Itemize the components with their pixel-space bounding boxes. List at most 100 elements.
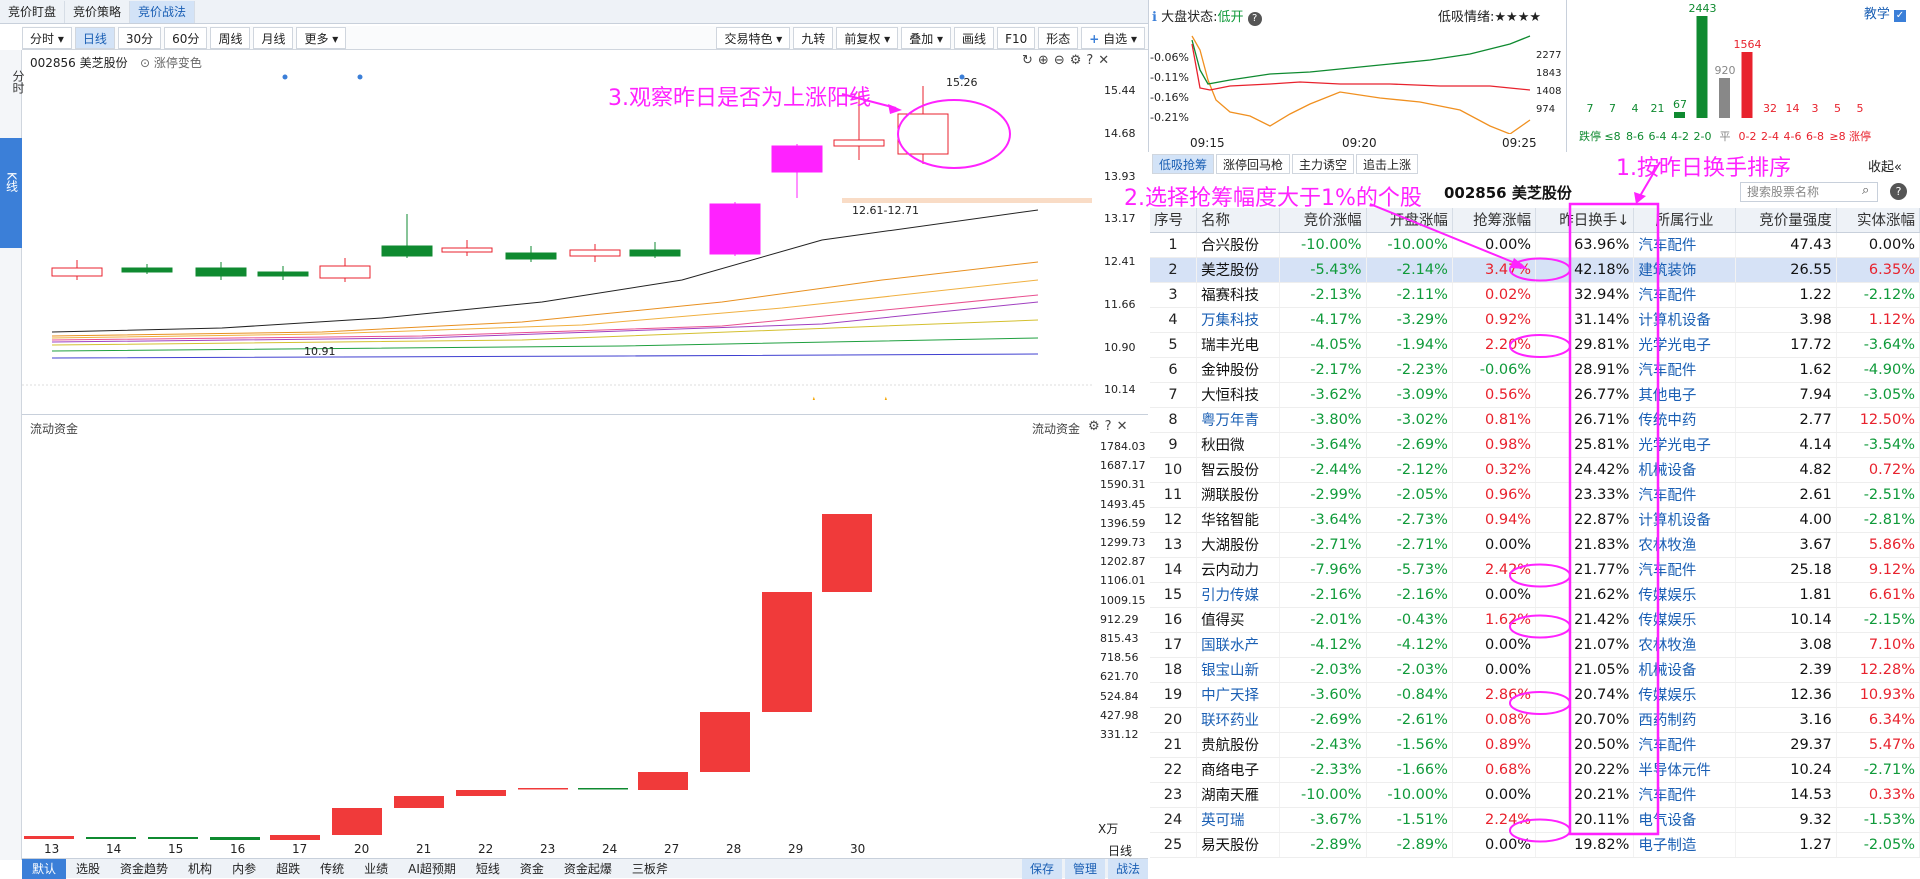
- column-header[interactable]: 昨日换手↓: [1535, 208, 1635, 233]
- bottom-tab[interactable]: 三板斧: [631, 861, 668, 876]
- table-row[interactable]: 24 英可瑞 -3.67% -1.51% 2.24% 20.11% 电气设备 9.32 -1.5…: [1150, 807, 1920, 833]
- add-favorite-button[interactable]: + 自选 ▾: [1081, 27, 1145, 49]
- zoom-in-icon[interactable]: ⊕: [1037, 53, 1054, 68]
- f10-button[interactable]: F10: [997, 27, 1036, 49]
- nine-turn-button[interactable]: 九转: [793, 27, 834, 49]
- table-row[interactable]: 16 值得买 -2.01% -0.43% 1.62% 21.42% 传媒娱乐 10.14 -2.…: [1150, 607, 1920, 633]
- column-header[interactable]: 抢筹涨幅: [1452, 208, 1537, 233]
- save-button[interactable]: 保存: [1021, 859, 1062, 879]
- open-change: -2.69%: [1366, 432, 1453, 458]
- side-tab-fenshi[interactable]: 分时: [11, 70, 25, 94]
- help-icon[interactable]: ?: [1890, 183, 1907, 200]
- table-row[interactable]: 14 云内动力 -7.96% -5.73% 2.42% 21.77% 汽车配件 25.18 9.…: [1150, 557, 1920, 583]
- overlay-button[interactable]: 叠加 ▾: [901, 27, 952, 49]
- refresh-icon[interactable]: ↻: [1022, 53, 1038, 68]
- column-header[interactable]: 实体涨幅: [1836, 208, 1920, 233]
- stock-search-input[interactable]: 搜索股票名称: [1740, 182, 1878, 202]
- help-icon[interactable]: ?: [1086, 53, 1099, 68]
- table-row[interactable]: 2 美芝股份 -5.43% -2.14% 3.47% 42.18% 建筑装饰 26.55 6.3…: [1150, 257, 1920, 283]
- side-tab-kline[interactable]: K线: [0, 138, 22, 248]
- close-icon[interactable]: ✕: [1098, 53, 1115, 68]
- limit-color-toggle[interactable]: ⊙ 涨停变色: [140, 54, 202, 71]
- bottom-tab[interactable]: 资金起爆: [563, 861, 612, 876]
- draw-line-button[interactable]: 画线: [954, 27, 995, 49]
- table-row[interactable]: 11 溯联股份 -2.99% -2.05% 0.96% 23.33% 汽车配件 2.61 -2.…: [1150, 482, 1920, 508]
- industry: 汽车配件: [1633, 782, 1736, 808]
- column-header[interactable]: 所属行业: [1633, 208, 1736, 233]
- table-row[interactable]: 12 华铭智能 -3.64% -2.73% 0.94% 22.87% 计算机设备 4.00 -2…: [1150, 507, 1920, 533]
- date-tick: 30: [850, 842, 866, 856]
- subtab-main-trap[interactable]: 主力诱空: [1292, 154, 1355, 174]
- date-tick: 22: [478, 842, 494, 856]
- period-minute[interactable]: 分时 ▾: [22, 26, 72, 49]
- table-row[interactable]: 10 智云股份 -2.44% -2.12% 0.32% 24.42% 机械设备 4.82 0.7…: [1150, 457, 1920, 483]
- period-monthly[interactable]: 月线: [253, 26, 294, 49]
- adjust-button[interactable]: 前复权 ▾: [836, 27, 899, 49]
- help-icon[interactable]: ?: [1104, 419, 1117, 434]
- table-row[interactable]: 4 万集科技 -4.17% -3.29% 0.92% 31.14% 计算机设备 3.98 1.1…: [1150, 307, 1920, 333]
- column-header[interactable]: 竞价量强度: [1735, 208, 1837, 233]
- teach-link[interactable]: 教学 ✓: [1864, 3, 1906, 22]
- column-header[interactable]: 序号: [1150, 208, 1198, 233]
- bottom-tab[interactable]: 内参: [232, 861, 257, 876]
- column-header[interactable]: 名称: [1196, 208, 1281, 233]
- tab-auction-tactics[interactable]: 竞价战法: [130, 0, 196, 23]
- subtab-low-absorb[interactable]: 低吸抢筹: [1152, 154, 1215, 174]
- period-60min[interactable]: 60分: [164, 26, 208, 49]
- open-change: -2.11%: [1366, 282, 1453, 308]
- ma-line-black: [51, 209, 1039, 333]
- tactics-button[interactable]: 战法: [1107, 859, 1148, 879]
- bottom-tab[interactable]: 机构: [188, 861, 213, 876]
- table-row[interactable]: 8 粤万年青 -3.80% -3.02% 0.81% 26.71% 传统中药 2.77 12.5…: [1150, 407, 1920, 433]
- table-row[interactable]: 15 引力传媒 -2.16% -2.16% 0.00% 21.62% 传媒娱乐 1.81 6.6…: [1150, 582, 1920, 608]
- table-row[interactable]: 6 金钟股份 -2.17% -2.23% -0.06% 28.91% 汽车配件 1.62 -4.…: [1150, 357, 1920, 383]
- table-row[interactable]: 18 银宝山新 -2.03% -2.03% 0.00% 21.05% 机械设备 2.39 12.…: [1150, 657, 1920, 683]
- settings-icon[interactable]: ⚙: [1088, 419, 1105, 434]
- table-row[interactable]: 17 国联水产 -4.12% -4.12% 0.00% 21.07% 农林牧渔 3.08 7.1…: [1150, 632, 1920, 658]
- bottom-tab[interactable]: 资金趋势: [120, 861, 169, 876]
- column-header[interactable]: 开盘涨幅: [1366, 208, 1453, 233]
- body-change: 1.12%: [1836, 307, 1920, 333]
- table-row[interactable]: 19 中广天择 -3.60% -0.84% 2.86% 20.74% 传媒娱乐 12.36 10…: [1150, 682, 1920, 708]
- period-30min[interactable]: 30分: [117, 26, 162, 49]
- settings-icon[interactable]: ⚙: [1069, 53, 1087, 68]
- column-header[interactable]: 竞价涨幅: [1279, 208, 1367, 233]
- table-row[interactable]: 13 大湖股份 -2.71% -2.71% 0.00% 21.83% 农林牧渔 3.67 5.8…: [1150, 532, 1920, 558]
- bottom-tab[interactable]: 超跌: [276, 861, 301, 876]
- trade-feature-button[interactable]: 交易特色 ▾: [716, 27, 791, 49]
- table-row[interactable]: 20 联环药业 -2.69% -2.61% 0.08% 20.70% 西药制药 3.16 6.3…: [1150, 707, 1920, 733]
- table-row[interactable]: 21 贵航股份 -2.43% -1.56% 0.89% 20.50% 汽车配件 29.37 5.…: [1150, 732, 1920, 758]
- bottom-tab[interactable]: 默认: [22, 858, 67, 879]
- table-row[interactable]: 1 合兴股份 -10.00% -10.00% 0.00% 63.96% 汽车配件 47.43 0…: [1150, 232, 1920, 258]
- pattern-button[interactable]: 形态: [1038, 27, 1079, 49]
- period-weekly[interactable]: 周线: [210, 26, 251, 49]
- close-icon[interactable]: ✕: [1116, 419, 1133, 434]
- table-row[interactable]: 22 商络电子 -2.33% -1.66% 0.68% 20.22% 半导体元件 10.24-…: [1150, 757, 1920, 783]
- bottom-tab[interactable]: 选股: [76, 861, 101, 876]
- table-row[interactable]: 9 秋田微 -3.64% -2.69% 0.98% 25.81% 光学光电子 4.14 -3.5…: [1150, 432, 1920, 458]
- period-more[interactable]: 更多 ▾: [296, 26, 347, 49]
- tab-auction-watch[interactable]: 竞价盯盘: [0, 0, 66, 23]
- table-row[interactable]: 3 福赛科技 -2.13% -2.11% 0.02% 32.94% 汽车配件 1.22 -2.1…: [1150, 282, 1920, 308]
- zone-band: [842, 198, 1092, 203]
- bottom-tab[interactable]: 资金: [519, 861, 544, 876]
- date-tick: 29: [788, 842, 804, 856]
- table-row[interactable]: 5 瑞丰光电 -4.05% -1.94% 2.20% 29.81% 光学光电子 17.72 -3…: [1150, 332, 1920, 358]
- subtab-chase-up[interactable]: 追击上涨: [1356, 154, 1419, 174]
- period-daily[interactable]: 日线: [74, 26, 115, 49]
- bottom-tab[interactable]: 业绩: [364, 861, 389, 876]
- tab-auction-strategy[interactable]: 竞价策略: [65, 0, 131, 23]
- bottom-tab[interactable]: 传统: [320, 861, 345, 876]
- table-row[interactable]: 25 易天股份 -2.89% -2.89% 0.00% 19.82% 电子制造 1.27 -2.…: [1150, 832, 1920, 858]
- subtab-limit-return[interactable]: 涨停回马枪: [1216, 154, 1291, 174]
- collapse-button[interactable]: 收起«: [1868, 156, 1902, 175]
- table-row[interactable]: 23 湖南天雁 -10.00% -10.00% 0.00% 20.21% 汽车配件 14.53…: [1150, 782, 1920, 808]
- row-index: 14: [1150, 557, 1198, 583]
- zoom-out-icon[interactable]: ⊖: [1053, 53, 1070, 68]
- help-icon[interactable]: ?: [1247, 12, 1262, 26]
- search-icon[interactable]: ⌕: [1862, 183, 1870, 198]
- bottom-tab[interactable]: 短线: [475, 861, 500, 876]
- table-row[interactable]: 7 大恒科技 -3.62% -3.09% 0.56% 26.77% 其他电子 7.94 -3.0…: [1150, 382, 1920, 408]
- manage-button[interactable]: 管理: [1064, 859, 1105, 879]
- bottom-tab[interactable]: AI超预期: [408, 861, 456, 876]
